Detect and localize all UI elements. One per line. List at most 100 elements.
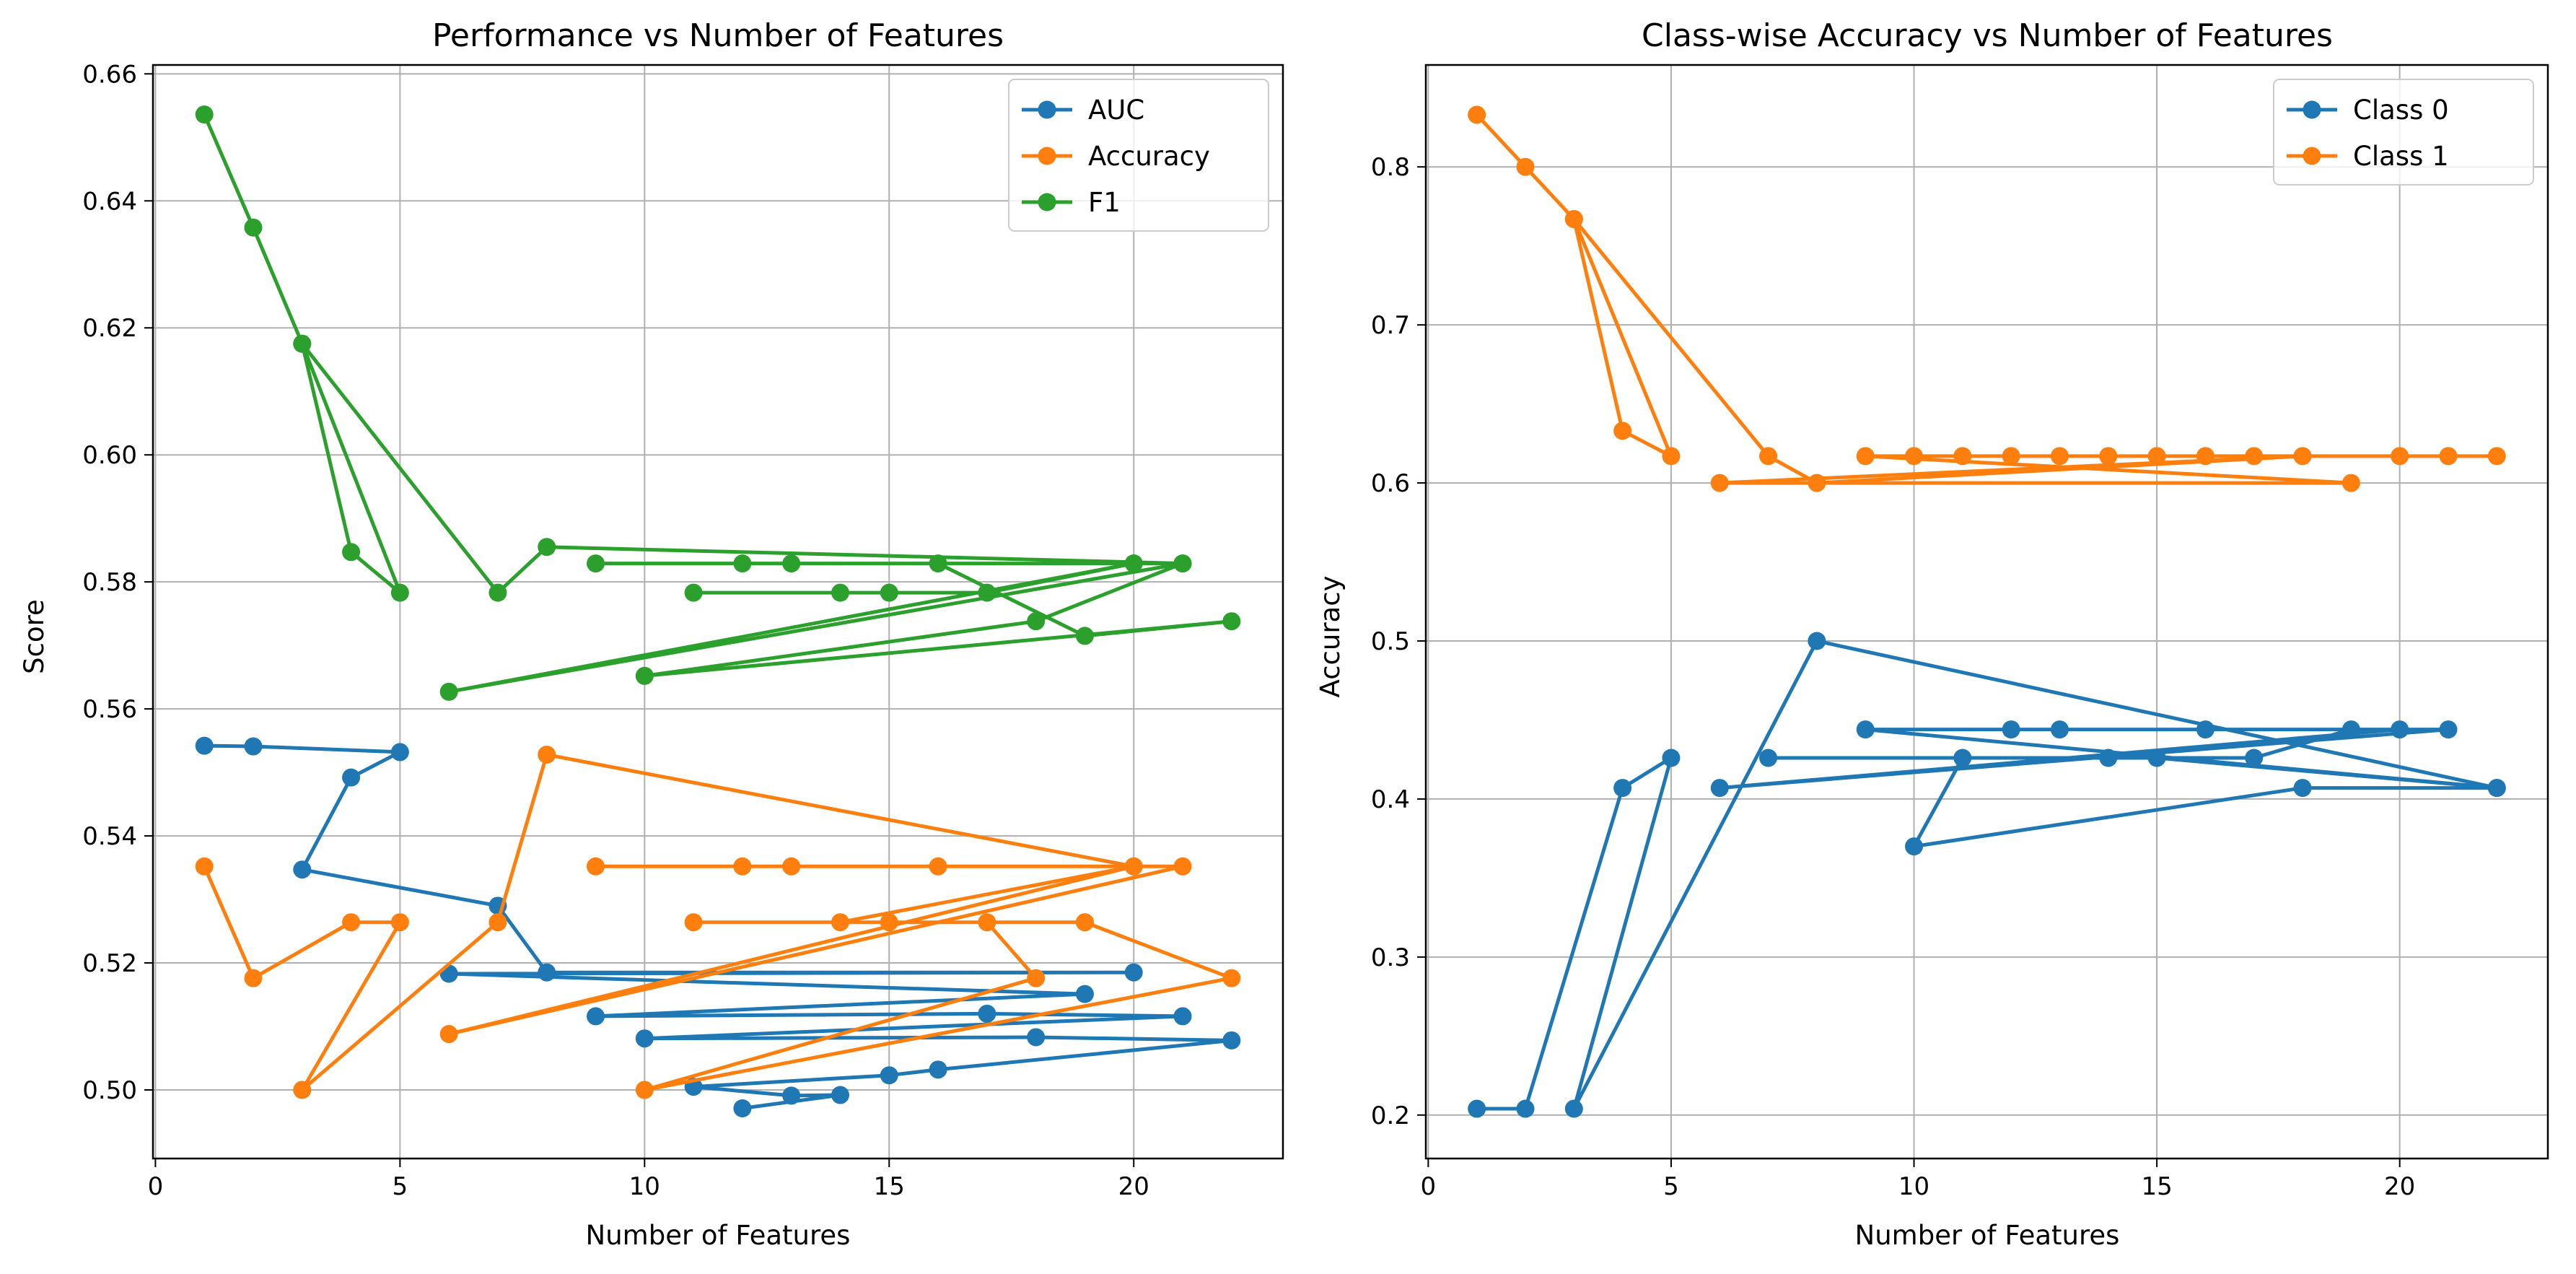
accuracy-data-point [244,969,263,987]
auc-data-point [244,737,263,756]
f1-data-point [439,682,458,701]
legend-marker-accuracy [1038,147,1056,165]
x-tick-label: 15 [874,1172,905,1201]
grid [1426,65,2548,1159]
class-0-data-point [2245,749,2264,767]
legend-label-class-1: Class 1 [2353,141,2449,172]
y-tick-label: 0.64 [82,187,137,216]
y-tick-label: 0.8 [1371,153,1410,182]
f1-data-point [782,554,801,573]
auc-series-line [204,743,1234,1110]
accuracy-data-point [1173,857,1192,876]
legend-label-accuracy: Accuracy [1088,141,1210,172]
auc-data-point [782,1086,801,1105]
auc-data-point [195,736,214,755]
x-tick-label: 5 [1663,1172,1679,1201]
y-tick-label: 0.7 [1371,311,1410,340]
class-1-data-point [1468,105,1486,124]
class-0-data-point [1468,1099,1486,1118]
f1-data-point [929,554,947,573]
f1-data-point [1124,554,1143,573]
class-0-data-point [1710,779,1729,798]
x-axis-label: Number of Features [1855,1220,2120,1251]
accuracy-data-point [635,1081,654,1099]
y-tick-label: 0.62 [82,314,137,343]
accuracy-data-point [831,913,849,932]
legend-label-auc: AUC [1088,95,1144,126]
accuracy-data-point [195,857,214,876]
f1-data-point [684,583,703,602]
y-tick-label: 0.60 [82,441,137,470]
class-1-data-point [1856,447,1875,466]
y-tick-label: 0.5 [1371,627,1410,656]
x-tick-label: 10 [629,1172,660,1201]
auc-data-point [929,1060,947,1079]
f1-data-point [733,554,752,573]
class-1-data-point [2341,474,2360,492]
auc-data-point [635,1029,654,1048]
auc-data-point [831,1086,849,1104]
class-0-data-point [2002,720,2020,739]
x-tick-label: 20 [2384,1172,2415,1201]
class-0-data-point [2147,749,2166,767]
x-tick-label: 10 [1898,1172,1929,1201]
accuracy-data-point [880,913,898,932]
f1-data-point [489,583,507,602]
class-1-data-point [1759,447,1778,466]
y-tick-label: 0.52 [82,949,137,978]
accuracy-data-point [538,745,556,764]
accuracy-data-point [1222,969,1241,987]
class-1-data-point [2196,447,2214,466]
class-1-data-point [1953,447,1972,466]
auc-data-point [587,1007,605,1026]
class-1-data-point [1564,209,1583,228]
class-0-data-point [1905,837,1924,856]
accuracy-data-point [390,913,409,932]
accuracy-data-point [782,857,801,876]
class-1-data-point [2293,447,2312,466]
legend: AUC Accuracy F1 [1008,79,1269,232]
accuracy-data-point [684,913,703,932]
y-tick-label: 0.4 [1371,785,1410,814]
accuracy-series-line [202,753,1234,1092]
class-0-data-point [2487,779,2506,798]
f1-data-point [1075,627,1094,645]
f1-data-point [293,334,312,353]
class-0-data-point [2099,749,2118,767]
f1-data-point [978,583,996,602]
class-1-data-point [1662,447,1681,466]
axis-ticks: 0 5 10 15 20 0.2 0.3 0.4 0.5 0.6 0.7 0.8 [1371,153,2415,1201]
legend-box [1008,79,1269,232]
legend: Class 0 Class 1 [2273,79,2534,186]
y-tick-label: 0.50 [82,1076,137,1105]
legend-marker-auc [1038,100,1056,119]
auc-data-point [1124,963,1143,982]
auc-data-point [390,743,409,762]
class-1-data-point [1710,474,1729,492]
auc-data-point [880,1066,898,1085]
legend-marker-f1 [1038,193,1056,211]
class-1-data-point [2002,447,2020,466]
f1-data-point [1027,612,1046,631]
class-0-data-point [1953,749,1972,767]
y-tick-label: 0.58 [82,568,137,597]
class-1-data-point [1613,422,1632,440]
f1-data-point [244,218,263,237]
y-axis-label: Score [19,599,50,674]
legend-label-f1: F1 [1088,187,1121,218]
class-1-data-point [2147,447,2166,466]
x-tick-label: 0 [1421,1172,1437,1201]
class-0-data-point [1662,749,1681,767]
f1-data-point [195,105,214,124]
plot-frame [152,64,1284,1160]
class-0-data-point [2439,720,2458,739]
y-tick-label: 0.2 [1371,1101,1410,1130]
accuracy-data-point [293,1081,312,1099]
auc-data-point [342,768,361,787]
class-0-data-point [2196,720,2214,739]
f1-data-point [538,538,556,557]
accuracy-data-point [1027,969,1046,987]
class-0-data-point [2341,720,2360,739]
x-tick-label: 20 [1118,1172,1149,1201]
